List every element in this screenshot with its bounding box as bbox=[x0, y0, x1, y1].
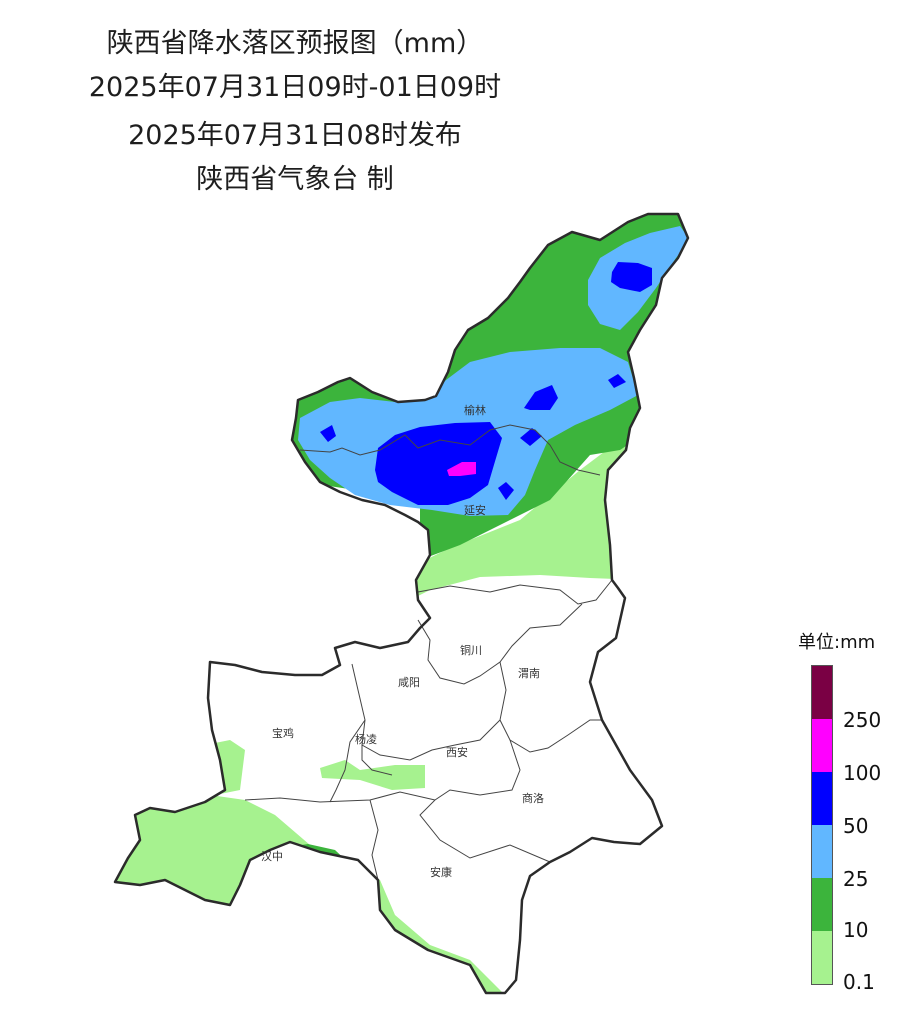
legend-label-250: 250 bbox=[843, 708, 882, 732]
legend-swatch bbox=[812, 878, 832, 931]
prefecture-boundaries bbox=[244, 424, 613, 881]
legend-swatch bbox=[812, 719, 832, 772]
forecast-period: 2025年07月31日09时-01日09时 bbox=[88, 72, 502, 103]
city-label-xian: 西安 bbox=[446, 745, 468, 759]
issuer: 陕西省气象台 制 bbox=[196, 164, 394, 195]
legend-swatch bbox=[812, 666, 832, 719]
issue-time: 2025年07月31日08时发布 bbox=[128, 120, 462, 151]
legend: 单位:mm 250 100 50 25 10 0.1 bbox=[798, 628, 898, 994]
city-label-hanzhong: 汉中 bbox=[261, 850, 283, 863]
city-label-xianyang: 咸阳 bbox=[398, 676, 420, 689]
legend-swatch bbox=[812, 772, 832, 825]
legend-label-10: 10 bbox=[843, 918, 869, 942]
city-label-ankang: 安康 bbox=[430, 865, 452, 879]
city-label-baoji: 宝鸡 bbox=[272, 726, 294, 740]
map-title: 陕西省降水落区预报图（mm） bbox=[106, 28, 484, 59]
city-label-yanan: 延安 bbox=[464, 503, 486, 517]
legend-label-100: 100 bbox=[843, 761, 882, 785]
legend-color-bar bbox=[811, 665, 833, 985]
city-label-shangluo: 商洛 bbox=[522, 791, 544, 805]
legend-label-50: 50 bbox=[843, 814, 869, 838]
province-boundary bbox=[113, 212, 690, 995]
city-label-yulin: 榆林 bbox=[464, 403, 486, 417]
city-label-tongchuan: 铜川 bbox=[460, 643, 482, 657]
city-label-weinan: 渭南 bbox=[518, 667, 540, 680]
map-title-block: 陕西省降水落区预报图（mm） 2025年07月31日09时-01日09时 202… bbox=[60, 22, 530, 202]
legend-label-0-1: 0.1 bbox=[843, 970, 875, 994]
legend-unit: 单位:mm bbox=[798, 632, 876, 653]
city-labels: 榆林 延安 铜川 渭南 咸阳 宝鸡 杨凌 西安 商洛 汉中 安康 bbox=[261, 403, 544, 879]
legend-label-25: 25 bbox=[843, 867, 869, 891]
legend-swatch bbox=[812, 825, 832, 878]
city-label-yangling: 杨凌 bbox=[355, 732, 377, 746]
legend-swatch bbox=[812, 931, 832, 984]
rainfall-shading bbox=[115, 214, 688, 993]
